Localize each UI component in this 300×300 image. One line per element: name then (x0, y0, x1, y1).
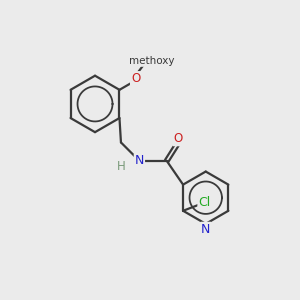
Text: methoxy: methoxy (128, 56, 174, 66)
Text: N: N (135, 154, 144, 167)
Text: H: H (117, 160, 125, 173)
Text: Cl: Cl (198, 196, 211, 209)
Text: N: N (201, 223, 210, 236)
Text: O: O (131, 72, 140, 85)
Text: O: O (173, 132, 183, 146)
